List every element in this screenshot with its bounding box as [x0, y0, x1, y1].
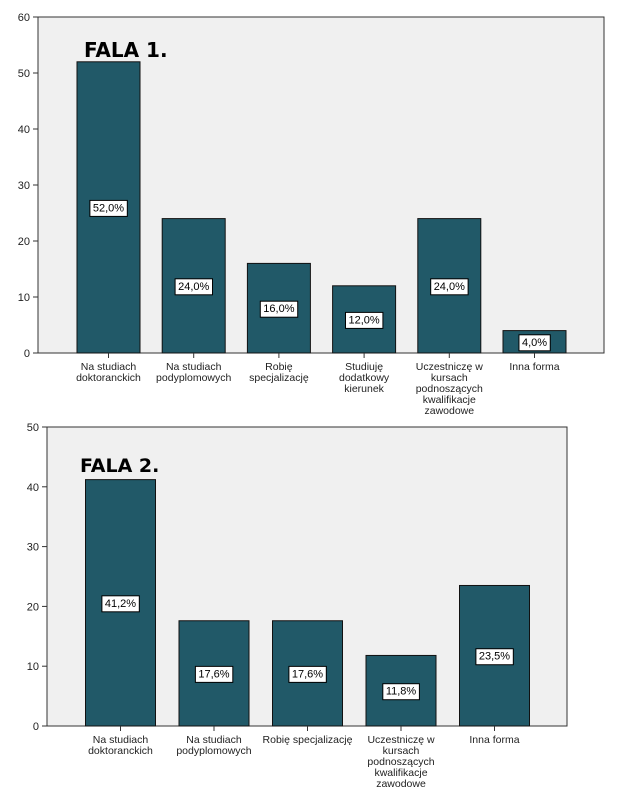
x-tick-label: Robię specjalizację: [249, 361, 309, 384]
y-tick-label: 0: [24, 348, 30, 360]
data-label: 11,8%: [386, 686, 417, 698]
x-tick-label-line: doktoranckich: [76, 372, 141, 384]
x-tick-label-line: kursach: [383, 745, 420, 757]
x-tick-label-line: Uczestniczę w: [367, 734, 435, 746]
data-label-box: [259, 300, 299, 318]
x-tick-label: Na studiach podyplomowych: [176, 734, 251, 757]
x-tick-label-line: Studiuję: [345, 361, 383, 373]
data-label: 24,0%: [434, 281, 465, 293]
data-label-box: [174, 278, 214, 296]
y-tick-label: 40: [27, 482, 39, 494]
data-label-box: [101, 595, 140, 613]
data-label: 4,0%: [522, 337, 547, 349]
data-label-box: [288, 665, 327, 683]
y-tick-label: 30: [27, 542, 39, 554]
data-label: 52,0%: [93, 202, 124, 214]
x-tick-label-line: podnoszących: [416, 383, 483, 395]
x-tick-label-line: Na studiach: [81, 361, 137, 373]
chart-title: FALA 1.: [84, 38, 168, 62]
data-label-box: [475, 648, 514, 666]
x-tick-label: Robię specjalizację: [263, 734, 353, 746]
x-tick-label-line: kwalifikacje: [423, 394, 476, 406]
x-tick-label-line: podyplomowych: [176, 745, 251, 757]
x-tick-label: Inna forma: [509, 361, 559, 373]
data-label: 12,0%: [348, 314, 379, 326]
x-tick-label-line: Inna forma: [469, 734, 519, 746]
x-tick-label-line: Inna forma: [509, 361, 559, 373]
data-label: 17,6%: [198, 668, 229, 680]
data-label-box: [344, 311, 384, 329]
x-tick-label-line: podyplomowych: [156, 372, 231, 384]
x-tick-label-line: podnoszących: [367, 756, 434, 768]
y-tick-label: 30: [18, 180, 30, 192]
x-tick-label-line: zawodowe: [424, 405, 474, 417]
y-tick-label: 20: [18, 236, 30, 248]
x-tick-label-line: Uczestniczę w: [416, 361, 484, 373]
x-tick-label: Na studiach podyplomowych: [156, 361, 231, 384]
data-label: 17,6%: [292, 668, 323, 680]
x-tick-label-line: specjalizację: [249, 372, 309, 384]
x-tick-label-line: doktoranckich: [88, 745, 153, 757]
x-tick-label-line: kursach: [431, 372, 468, 384]
y-tick-label: 10: [27, 661, 39, 673]
y-tick-label: 20: [27, 601, 39, 613]
y-tick-label: 0: [33, 721, 39, 733]
y-tick-label: 50: [18, 68, 30, 80]
x-tick-label: Inna forma: [469, 734, 519, 746]
data-label: 24,0%: [178, 281, 209, 293]
x-tick-label: Na studiach doktoranckich: [88, 734, 153, 757]
x-tick-label-line: Na studiach: [186, 734, 242, 746]
x-tick-label: Uczestniczę w kursach podnoszących kwalifik…: [367, 734, 435, 790]
data-label-box: [430, 278, 469, 296]
x-tick-label: Studiuję dodatkowy kierunek: [339, 361, 390, 395]
y-tick-label: 40: [18, 124, 30, 136]
chart-title: FALA 2.: [80, 455, 159, 477]
x-tick-label-line: kwalifikacje: [374, 767, 427, 779]
x-tick-label-line: Na studiach: [166, 361, 222, 373]
y-tick-label: 50: [27, 422, 39, 434]
data-label: 16,0%: [263, 303, 294, 315]
data-label-box: [194, 665, 234, 683]
x-tick-label-line: zawodowe: [376, 778, 426, 790]
data-label-box: [518, 334, 551, 352]
x-tick-label: Na studiach doktoranckich: [76, 361, 141, 384]
y-tick-label: 60: [18, 12, 30, 24]
x-tick-label-line: Robię: [265, 361, 293, 373]
data-label: 41,2%: [105, 598, 136, 610]
x-tick-label-line: Robię specjalizację: [263, 734, 353, 746]
x-tick-label-line: kierunek: [344, 383, 384, 395]
x-tick-label-line: Na studiach: [93, 734, 149, 746]
data-label-box: [89, 199, 128, 217]
x-tick-label: Uczestniczę w kursach podnoszących kwalifik…: [416, 361, 484, 417]
data-label: 23,5%: [479, 651, 510, 663]
data-label-box: [382, 683, 420, 701]
y-tick-label: 10: [18, 292, 30, 304]
x-tick-label-line: dodatkowy: [339, 372, 390, 384]
